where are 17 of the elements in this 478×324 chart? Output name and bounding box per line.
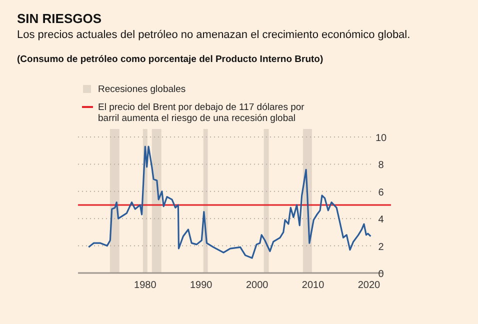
line-series xyxy=(88,146,372,259)
chart-title: SIN RIESGOS xyxy=(17,11,102,26)
text: (Consumo de petróleo como porcentaje del Producto Interno Bruto) xyxy=(17,54,324,65)
y-tick-label: 2 xyxy=(378,242,384,253)
legend-label: El precio del Brent por debajo de 117 dólares por barril aumenta el riesgo de una recesión global xyxy=(98,102,304,124)
y-tick-label: 0 xyxy=(378,269,384,280)
y-tick-label: 10 xyxy=(375,133,387,144)
x-tick-label: 2000 xyxy=(246,280,269,291)
y-tick-label: 6 xyxy=(378,187,384,198)
chart-subtitle: Los precios actuales del petróleo no amenazan el crecimiento económico global. xyxy=(17,29,410,41)
x-tick-label: 2010 xyxy=(302,280,325,291)
x-tick-label: 1980 xyxy=(134,280,157,291)
y-tick-label: 4 xyxy=(378,214,384,226)
x-tick-label: 2020 xyxy=(358,280,381,291)
y-tick-label: 8 xyxy=(378,160,384,172)
x-tick-label: 1990 xyxy=(190,280,213,291)
legend-label: Recesiones globales xyxy=(98,84,186,95)
